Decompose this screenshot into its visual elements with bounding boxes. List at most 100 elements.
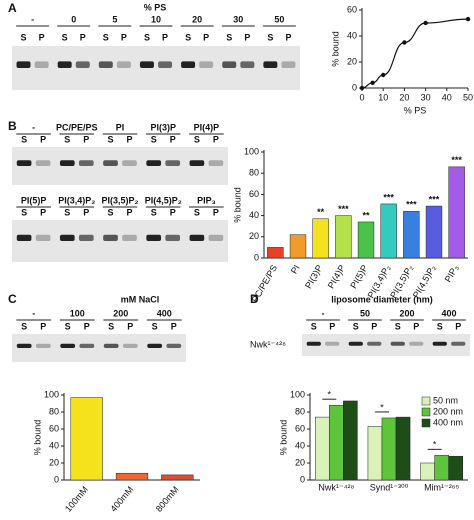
x-tick-label: 100mM	[63, 484, 90, 513]
lane-group-label: PI(3,5)P₂	[101, 195, 138, 205]
lane-group-label: -	[32, 122, 35, 132]
gel-band	[348, 341, 363, 346]
gel-band	[103, 160, 118, 166]
significance-label: ***	[338, 204, 349, 214]
y-tick-label: 80	[249, 168, 259, 178]
bar	[329, 404, 344, 481]
lane-group-label: 50	[274, 14, 284, 24]
lane-group-label: -	[32, 308, 35, 318]
gel-title: % PS	[144, 2, 167, 12]
lane-group-label: -	[31, 14, 34, 24]
gel-band	[35, 234, 51, 241]
bar	[315, 416, 330, 481]
gel-band	[35, 343, 51, 348]
lane-label: P	[170, 134, 176, 144]
lane-group-label: 200	[399, 308, 414, 318]
lane-label: P	[285, 32, 291, 42]
x-tick-label: 40	[442, 92, 452, 102]
gel-band	[325, 341, 340, 346]
lane-group-label: 50	[360, 308, 370, 318]
bar	[367, 426, 383, 481]
lane-label: S	[395, 321, 401, 331]
lane-label: P	[121, 32, 127, 42]
significance-label: *	[328, 390, 332, 400]
bar	[161, 474, 194, 481]
y-tick-label: 80	[49, 406, 59, 416]
lane-label: S	[194, 207, 200, 217]
data-point	[359, 85, 365, 91]
lane-group-label: 5	[112, 14, 117, 24]
gel-band	[147, 343, 163, 348]
lane-label: P	[127, 321, 133, 331]
y-tick-label: 0	[54, 474, 59, 484]
gel-band	[432, 341, 447, 346]
bar	[312, 218, 329, 259]
lane-group-label: 100	[70, 308, 85, 318]
gel-band	[98, 61, 113, 68]
fit-line	[361, 18, 469, 89]
y-tick-label: 20	[295, 457, 305, 467]
lane-label: S	[64, 134, 70, 144]
gel-band	[146, 234, 162, 241]
gel-band	[35, 160, 51, 166]
gel-band	[59, 234, 75, 241]
lane-group-label: PC/PE/PS	[56, 122, 98, 132]
lane-label: S	[108, 321, 114, 331]
gel-band	[122, 234, 137, 241]
lane-label: S	[151, 134, 157, 144]
lane-label: P	[80, 32, 86, 42]
gel-band	[146, 160, 162, 166]
lane-group-label: 20	[192, 14, 202, 24]
gel-title: liposome diameter (nm)	[331, 294, 433, 304]
lane-label: S	[21, 321, 27, 331]
y-tick-label: 100	[44, 389, 59, 399]
gel-band	[103, 234, 118, 241]
y-tick-label: 0	[300, 474, 305, 484]
bar	[343, 400, 358, 481]
lane-group-label: 0	[71, 14, 76, 24]
significance-label: **	[317, 207, 325, 217]
legend-label: 50 nm	[433, 395, 458, 405]
lane-label: P	[162, 32, 168, 42]
lane-label: P	[213, 134, 219, 144]
lane-group-label: 200	[113, 308, 128, 318]
lane-label: P	[213, 207, 219, 217]
lane-label: S	[64, 207, 70, 217]
lane-label: S	[62, 32, 68, 42]
lane-group-label: 30	[233, 14, 243, 24]
gel-band	[122, 160, 137, 166]
y-tick-label: 40	[49, 440, 59, 450]
bar	[70, 397, 103, 481]
lane-label: S	[144, 32, 150, 42]
y-tick-label: 40	[249, 210, 259, 220]
lane-label: P	[126, 207, 132, 217]
lane-label: P	[126, 134, 132, 144]
gel-band	[208, 160, 224, 166]
lane-group-label: PI(3)P	[150, 122, 176, 132]
lane-label: S	[107, 207, 113, 217]
gel-band	[122, 343, 138, 348]
significance-label: ***	[383, 192, 394, 202]
lane-label: P	[40, 134, 46, 144]
data-point	[465, 16, 471, 22]
gel-band	[367, 341, 382, 346]
gel-band	[158, 61, 173, 68]
lane-label: P	[39, 32, 45, 42]
lane-label: P	[329, 321, 335, 331]
x-tick-label: Mim¹⁻²⁶⁵	[424, 482, 459, 492]
gel-band	[222, 61, 237, 68]
lane-group-label: 400	[441, 308, 456, 318]
x-tick-label: 30	[421, 92, 431, 102]
bar	[448, 166, 465, 259]
lane-label: P	[84, 321, 90, 331]
lane-group-label: 400	[157, 308, 172, 318]
y-tick-label: 60	[295, 423, 305, 433]
y-axis-label: % bound	[330, 31, 340, 67]
lane-label: S	[185, 32, 191, 42]
x-tick-label: 20	[399, 92, 409, 102]
bar	[357, 221, 375, 259]
x-tick-label: 50	[463, 92, 473, 102]
lane-label: S	[151, 207, 157, 217]
legend-label: 200 nm	[433, 406, 463, 416]
lane-label: S	[21, 134, 27, 144]
